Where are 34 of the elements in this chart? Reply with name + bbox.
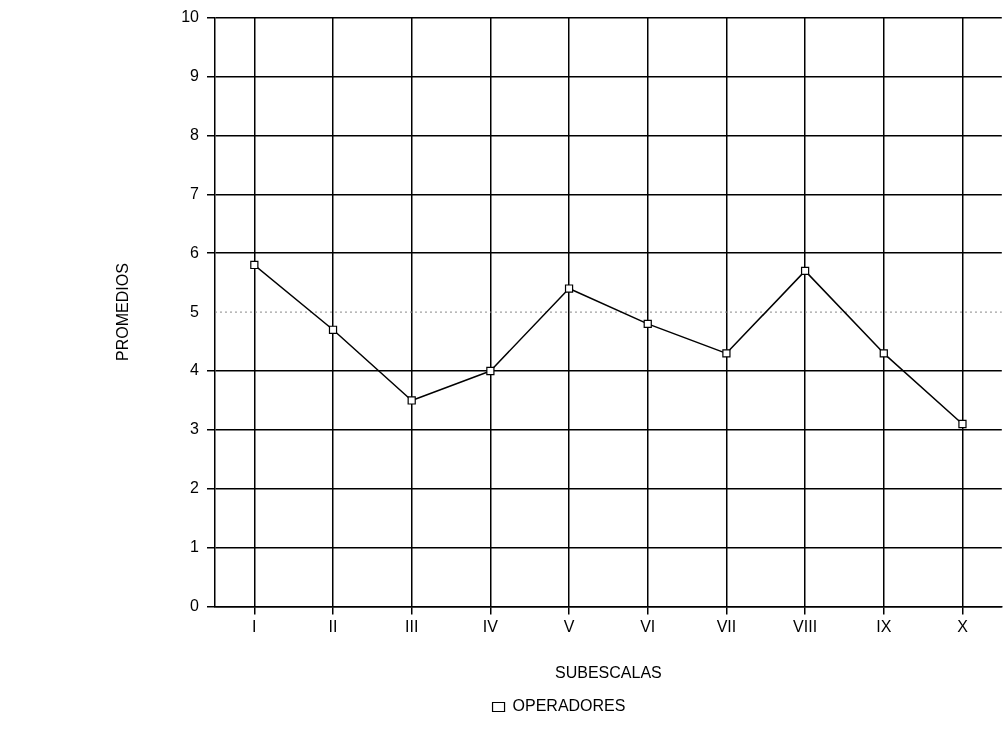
x-tick-label: IX <box>876 617 892 635</box>
point <box>250 260 259 270</box>
point <box>958 419 967 429</box>
x-tick-label: III <box>405 617 419 635</box>
y-tick-label: 10 <box>181 8 200 26</box>
x-tick-label: VI <box>640 617 656 635</box>
y-tick-label: 2 <box>190 479 200 497</box>
y-tick-label: 1 <box>190 538 200 556</box>
point <box>800 266 810 276</box>
point <box>879 349 888 358</box>
y-tick-label: 8 <box>190 125 200 143</box>
x-tick-label: VIII <box>793 617 818 635</box>
x-tick-label: V <box>563 617 575 635</box>
y-tick-label: 3 <box>190 420 200 438</box>
y-tick-label: 4 <box>190 361 200 379</box>
point <box>328 325 338 334</box>
x-tick-label: X <box>957 617 969 635</box>
x-axis-title: SUBESCALAS <box>555 663 662 681</box>
point <box>564 284 574 293</box>
x-tick-label: I <box>252 617 257 635</box>
y-axis-title: PROMEDIOS <box>114 263 132 361</box>
point <box>486 366 495 376</box>
x-tick-label: VII <box>716 617 737 635</box>
point <box>407 396 416 405</box>
y-tick-label: 9 <box>190 66 200 84</box>
y-tick-label: 7 <box>190 184 200 202</box>
y-tick-label: 5 <box>190 302 200 320</box>
y-tick-label: 0 <box>190 597 200 615</box>
point <box>722 349 731 358</box>
x-tick-label: II <box>328 617 338 635</box>
y-tick-label: 6 <box>190 243 200 261</box>
x-tick-label: IV <box>482 617 499 635</box>
legend-label: OPERADORES <box>512 697 626 715</box>
point <box>643 319 652 329</box>
